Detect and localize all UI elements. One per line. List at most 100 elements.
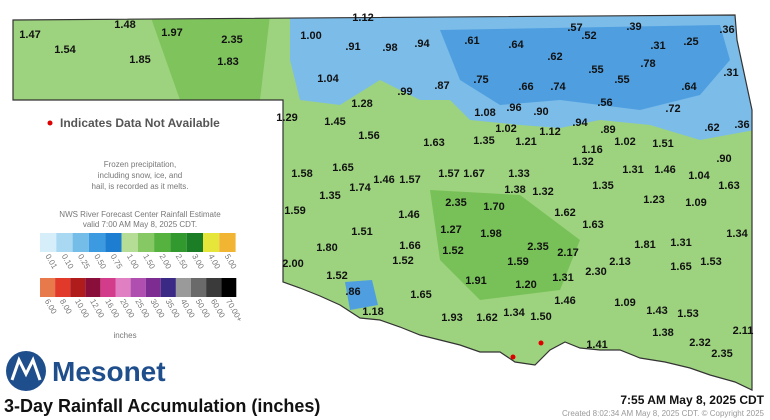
station-value: 2.00 xyxy=(282,258,303,270)
station-value: .89 xyxy=(600,124,615,136)
station-value: .62 xyxy=(704,122,719,134)
station-value: .99 xyxy=(397,86,412,98)
logo xyxy=(6,351,46,391)
legend-swatch xyxy=(115,278,131,297)
station-value: 1.20 xyxy=(515,279,536,291)
station-value: 1.63 xyxy=(582,219,603,231)
legend-swatch xyxy=(175,278,191,297)
rain-blue-dark xyxy=(345,280,378,310)
station-value: .64 xyxy=(508,39,524,51)
station-value: 1.27 xyxy=(440,224,461,236)
legend-label: 0.25 xyxy=(76,253,92,271)
station-value: .39 xyxy=(626,21,641,33)
legend-label: 3.00 xyxy=(190,253,206,271)
station-value: 1.35 xyxy=(319,190,340,202)
station-value: 1.58 xyxy=(291,168,312,180)
missing-dot xyxy=(538,340,544,346)
station-value: 1.85 xyxy=(129,54,150,66)
station-value: 1.67 xyxy=(463,168,484,180)
station-value: 1.35 xyxy=(592,180,613,192)
legend-swatch xyxy=(137,233,155,252)
notice-dot xyxy=(47,120,53,126)
notice: Indicates Data Not Available xyxy=(60,116,220,130)
station-value: .90 xyxy=(716,153,731,165)
station-value: 2.32 xyxy=(689,337,710,349)
legend-label: 4.00 xyxy=(206,253,222,271)
legend-swatch xyxy=(105,233,122,252)
legend-swatch xyxy=(160,278,176,297)
station-value: .91 xyxy=(345,41,360,53)
station-value: 1.83 xyxy=(217,56,238,68)
legend-swatch xyxy=(203,233,220,252)
station-value: 1.23 xyxy=(643,194,664,206)
station-value: 1.34 xyxy=(726,228,748,240)
legend-swatch xyxy=(85,278,101,297)
station-value: .98 xyxy=(382,42,397,54)
station-value: .94 xyxy=(414,38,430,50)
station-value: 1.38 xyxy=(652,327,673,339)
station-value: 2.35 xyxy=(221,34,242,46)
station-value: 1.63 xyxy=(718,180,739,192)
station-value: .36 xyxy=(719,24,734,36)
station-value: 2.35 xyxy=(711,348,732,360)
missing-dot xyxy=(510,354,516,360)
station-value: 1.57 xyxy=(438,168,459,180)
legend-label: 0.75 xyxy=(109,253,125,271)
station-value: .62 xyxy=(547,51,562,63)
rain-patch xyxy=(430,190,580,300)
station-value: 1.12 xyxy=(539,126,560,138)
brand: Mesonet xyxy=(52,356,166,387)
legend-swatch xyxy=(206,278,222,297)
station-value: 1.00 xyxy=(300,30,321,42)
station-value: 1.41 xyxy=(586,339,607,351)
station-value: 1.97 xyxy=(161,27,182,39)
station-value: .52 xyxy=(581,30,596,42)
legend-swatch xyxy=(121,233,138,252)
legend-label: 0.10 xyxy=(60,253,76,271)
legend-swatch xyxy=(70,278,86,297)
station-value: .31 xyxy=(650,40,665,52)
station-value: 1.04 xyxy=(317,73,339,85)
station-value: 1.51 xyxy=(652,138,673,150)
station-value: 2.13 xyxy=(609,256,630,268)
legend-swatch xyxy=(145,278,161,297)
station-value: 1.28 xyxy=(351,98,372,110)
station-value: .86 xyxy=(345,286,360,298)
legend-source: valid 7:00 AM May 8, 2025 CDT. xyxy=(83,220,197,229)
station-value: 1.31 xyxy=(552,272,573,284)
station-value: 1.66 xyxy=(399,240,420,252)
legend-swatch xyxy=(100,278,116,297)
station-value: .36 xyxy=(734,119,749,131)
rain-patch xyxy=(150,15,270,100)
station-value: 2.30 xyxy=(585,266,606,278)
legend-label: 2.50 xyxy=(174,253,190,271)
station-value: 1.52 xyxy=(442,245,463,257)
station-value: 1.51 xyxy=(351,226,372,238)
station-value: .61 xyxy=(464,35,479,47)
footer: Created 8:02:34 AM May 8, 2025 CDT. © Co… xyxy=(562,409,765,418)
legend-swatch xyxy=(55,278,71,297)
station-value: 1.02 xyxy=(495,123,516,135)
station-value: 1.33 xyxy=(508,168,529,180)
station-value: .31 xyxy=(723,67,738,79)
station-value: .96 xyxy=(506,102,521,114)
station-value: 1.62 xyxy=(554,207,575,219)
station-value: .90 xyxy=(533,106,548,118)
station-value: 1.59 xyxy=(507,256,528,268)
station-value: 1.65 xyxy=(332,162,353,174)
legend-label: 6.00 xyxy=(43,298,59,316)
legend-swatch xyxy=(154,233,171,252)
station-value: 1.98 xyxy=(480,228,501,240)
legend-swatch xyxy=(40,278,56,297)
station-value: 1.93 xyxy=(441,312,462,324)
station-value: .94 xyxy=(572,117,588,129)
note-line: hail, is recorded as it melts. xyxy=(92,182,189,191)
legend-label: 2.00 xyxy=(158,253,174,271)
legend-swatch xyxy=(40,233,57,252)
station-value: 1.38 xyxy=(504,184,525,196)
station-value: .75 xyxy=(473,74,488,86)
legend-swatch xyxy=(88,233,106,252)
station-value: 1.29 xyxy=(276,112,297,124)
station-value: 1.53 xyxy=(677,308,698,320)
